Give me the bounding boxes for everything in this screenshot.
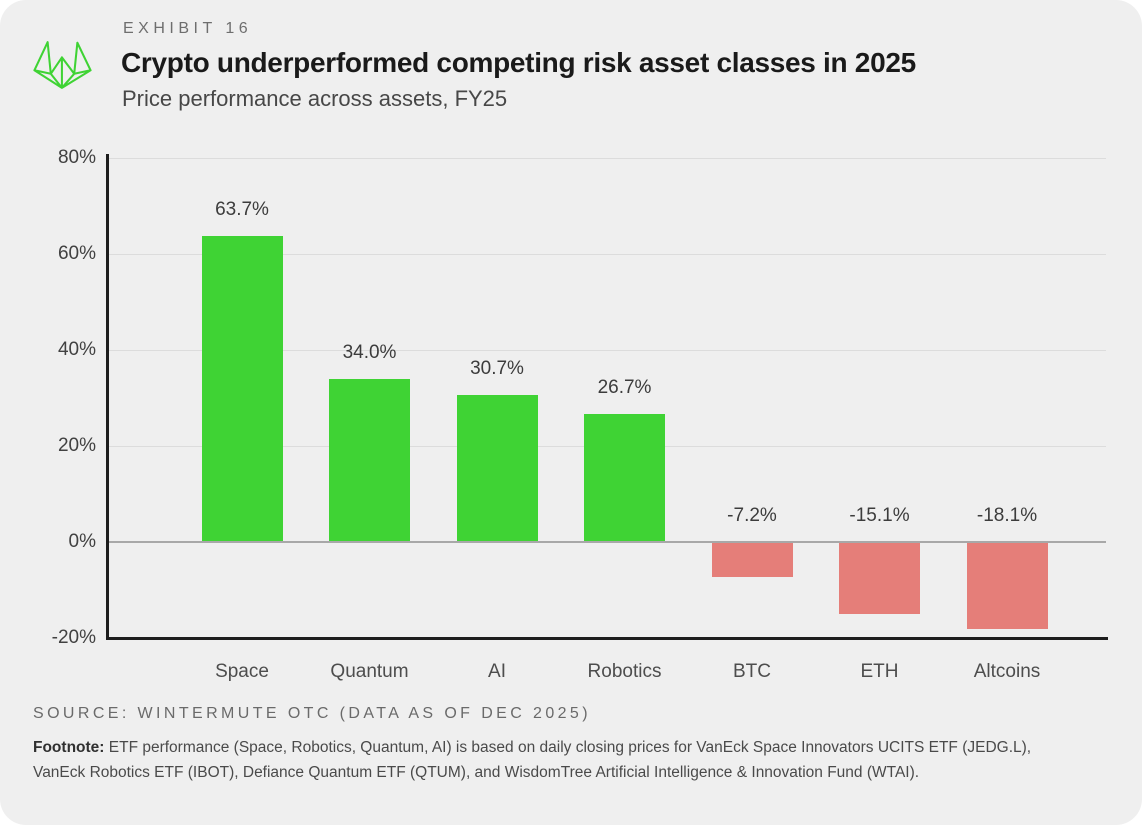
zero-gridline: [108, 541, 1106, 543]
bar-btc: [711, 542, 793, 577]
x-axis-label: ETH: [860, 661, 899, 682]
bar-value-label: -15.1%: [849, 505, 910, 526]
wintermute-logo-icon: [33, 41, 92, 89]
chart-subtitle: Price performance across assets, FY25: [122, 86, 508, 111]
y-axis-label: -20%: [51, 627, 96, 648]
footnote-text: ETF performance (Space, Robotics, Quantu…: [33, 739, 1032, 781]
footnote: Footnote: ETF performance (Space, Roboti…: [33, 736, 1048, 785]
y-axis-line: [106, 154, 109, 640]
gridline-80: [108, 157, 1106, 159]
y-axis-label: 0%: [68, 531, 96, 552]
x-axis-label: BTC: [733, 661, 771, 682]
gridline-60: [108, 253, 1106, 255]
chart-title: Crypto underperformed competing risk ass…: [121, 47, 916, 78]
bar-robotics: [584, 413, 665, 542]
x-axis-label: Altcoins: [973, 661, 1041, 682]
bar-value-label: 26.7%: [597, 376, 652, 398]
bar-value-label: 34.0%: [342, 341, 397, 363]
y-axis-label: 60%: [57, 243, 96, 264]
y-axis-label: 40%: [57, 339, 96, 360]
bar-eth: [839, 542, 920, 615]
x-axis-label: Space: [215, 661, 269, 682]
y-axis-label: 80%: [57, 147, 96, 168]
x-axis-label: Robotics: [587, 661, 662, 682]
bar-value-label: -18.1%: [976, 505, 1038, 526]
gridline-40: [108, 349, 1106, 351]
y-axis-label: 20%: [57, 435, 96, 456]
bar-value-label: 30.7%: [470, 357, 524, 379]
source-line: SOURCE: WINTERMUTE OTC (DATA AS OF DEC 2…: [33, 705, 591, 722]
bar-ai: [456, 394, 538, 542]
x-axis-label: AI: [488, 661, 506, 682]
bar-value-label: -7.2%: [727, 505, 777, 526]
footnote-label: Footnote:: [33, 739, 105, 756]
bar-altcoins: [966, 542, 1048, 629]
bar-quantum: [329, 378, 410, 542]
x-axis-line: [106, 637, 1108, 640]
bar-value-label: 63.7%: [215, 199, 269, 221]
bar-space: [201, 236, 283, 542]
x-axis-label: Quantum: [330, 661, 409, 682]
exhibit-label: EXHIBIT 16: [123, 20, 253, 37]
